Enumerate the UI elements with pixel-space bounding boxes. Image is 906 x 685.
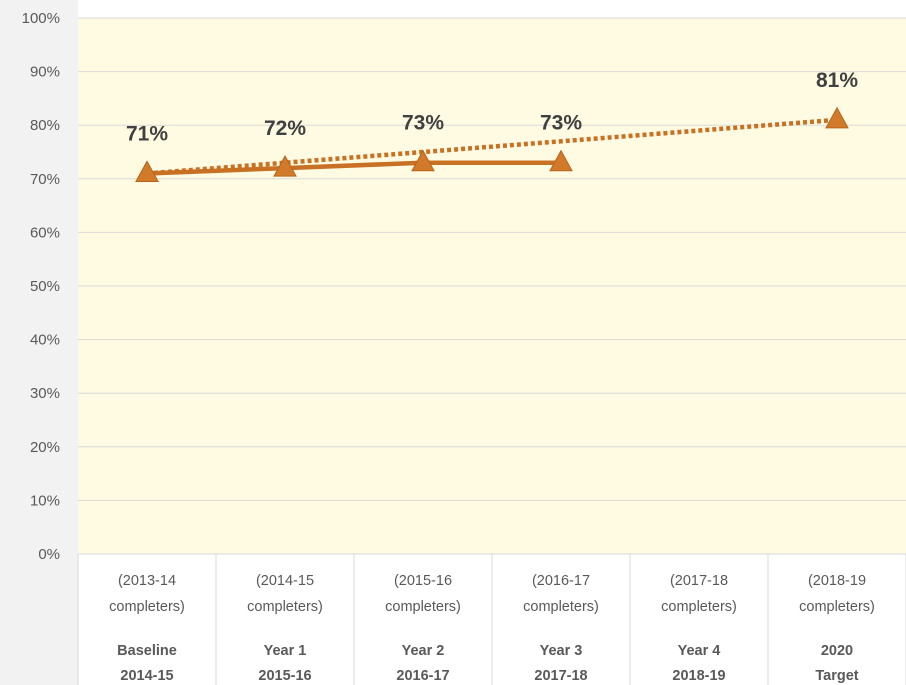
- category-label-1: Year 2: [402, 643, 445, 659]
- category-label-2: Target: [815, 668, 858, 684]
- y-tick-label: 50%: [30, 278, 60, 295]
- y-tick-label: 100%: [22, 10, 60, 27]
- y-tick-label: 90%: [30, 64, 60, 81]
- y-tick-label: 60%: [30, 224, 60, 241]
- y-tick-label: 10%: [30, 492, 60, 509]
- category-label-1: Year 1: [264, 643, 307, 659]
- category-sub-label-1: (2017-18: [670, 573, 728, 589]
- category-sub-label-2: completers): [523, 599, 599, 615]
- y-tick-label: 80%: [30, 117, 60, 134]
- triangle-marker: [273, 155, 297, 177]
- category-label-2: 2015-16: [258, 668, 311, 684]
- category-sub-label-2: completers): [661, 599, 737, 615]
- triangle-marker: [411, 149, 435, 172]
- category-sub-label-1: (2015-16: [394, 573, 452, 589]
- axis-gutter: [0, 0, 78, 685]
- category-label-1: Year 4: [678, 643, 721, 659]
- y-tick-label: 40%: [30, 332, 60, 349]
- triangle-marker: [135, 160, 159, 182]
- category-label-1: Baseline: [117, 643, 177, 659]
- category-label-2: 2016-17: [396, 668, 449, 684]
- category-label-2: 2018-19: [672, 668, 725, 684]
- y-tick-label: 70%: [30, 171, 60, 188]
- category-sub-label-1: (2018-19: [808, 573, 866, 589]
- category-sub-label-2: completers): [109, 599, 185, 615]
- y-tick-label: 30%: [30, 385, 60, 402]
- category-sub-label-2: completers): [247, 599, 323, 615]
- y-tick-label: 0%: [38, 546, 60, 563]
- triangle-marker: [825, 106, 849, 129]
- category-sub-label-1: (2014-15: [256, 573, 314, 589]
- y-tick-label: 20%: [30, 439, 60, 456]
- category-sub-label-2: completers): [799, 599, 875, 615]
- target-trend-line: [146, 117, 838, 176]
- category-sub-label-1: (2016-17: [532, 573, 590, 589]
- category-sub-label-1: (2013-14: [118, 573, 176, 589]
- category-label-2: 2014-15: [120, 668, 173, 684]
- data-label: 71%: [126, 122, 168, 145]
- category-label-2: 2017-18: [534, 668, 587, 684]
- data-label: 73%: [402, 112, 444, 135]
- category-sub-label-2: completers): [385, 599, 461, 615]
- category-label-1: Year 3: [540, 643, 583, 659]
- data-label: 72%: [264, 117, 306, 140]
- triangle-marker: [549, 149, 573, 172]
- actual-series-line: [146, 160, 561, 176]
- data-label: 81%: [816, 69, 858, 92]
- data-label: 73%: [540, 112, 582, 135]
- category-label-1: 2020: [821, 643, 853, 659]
